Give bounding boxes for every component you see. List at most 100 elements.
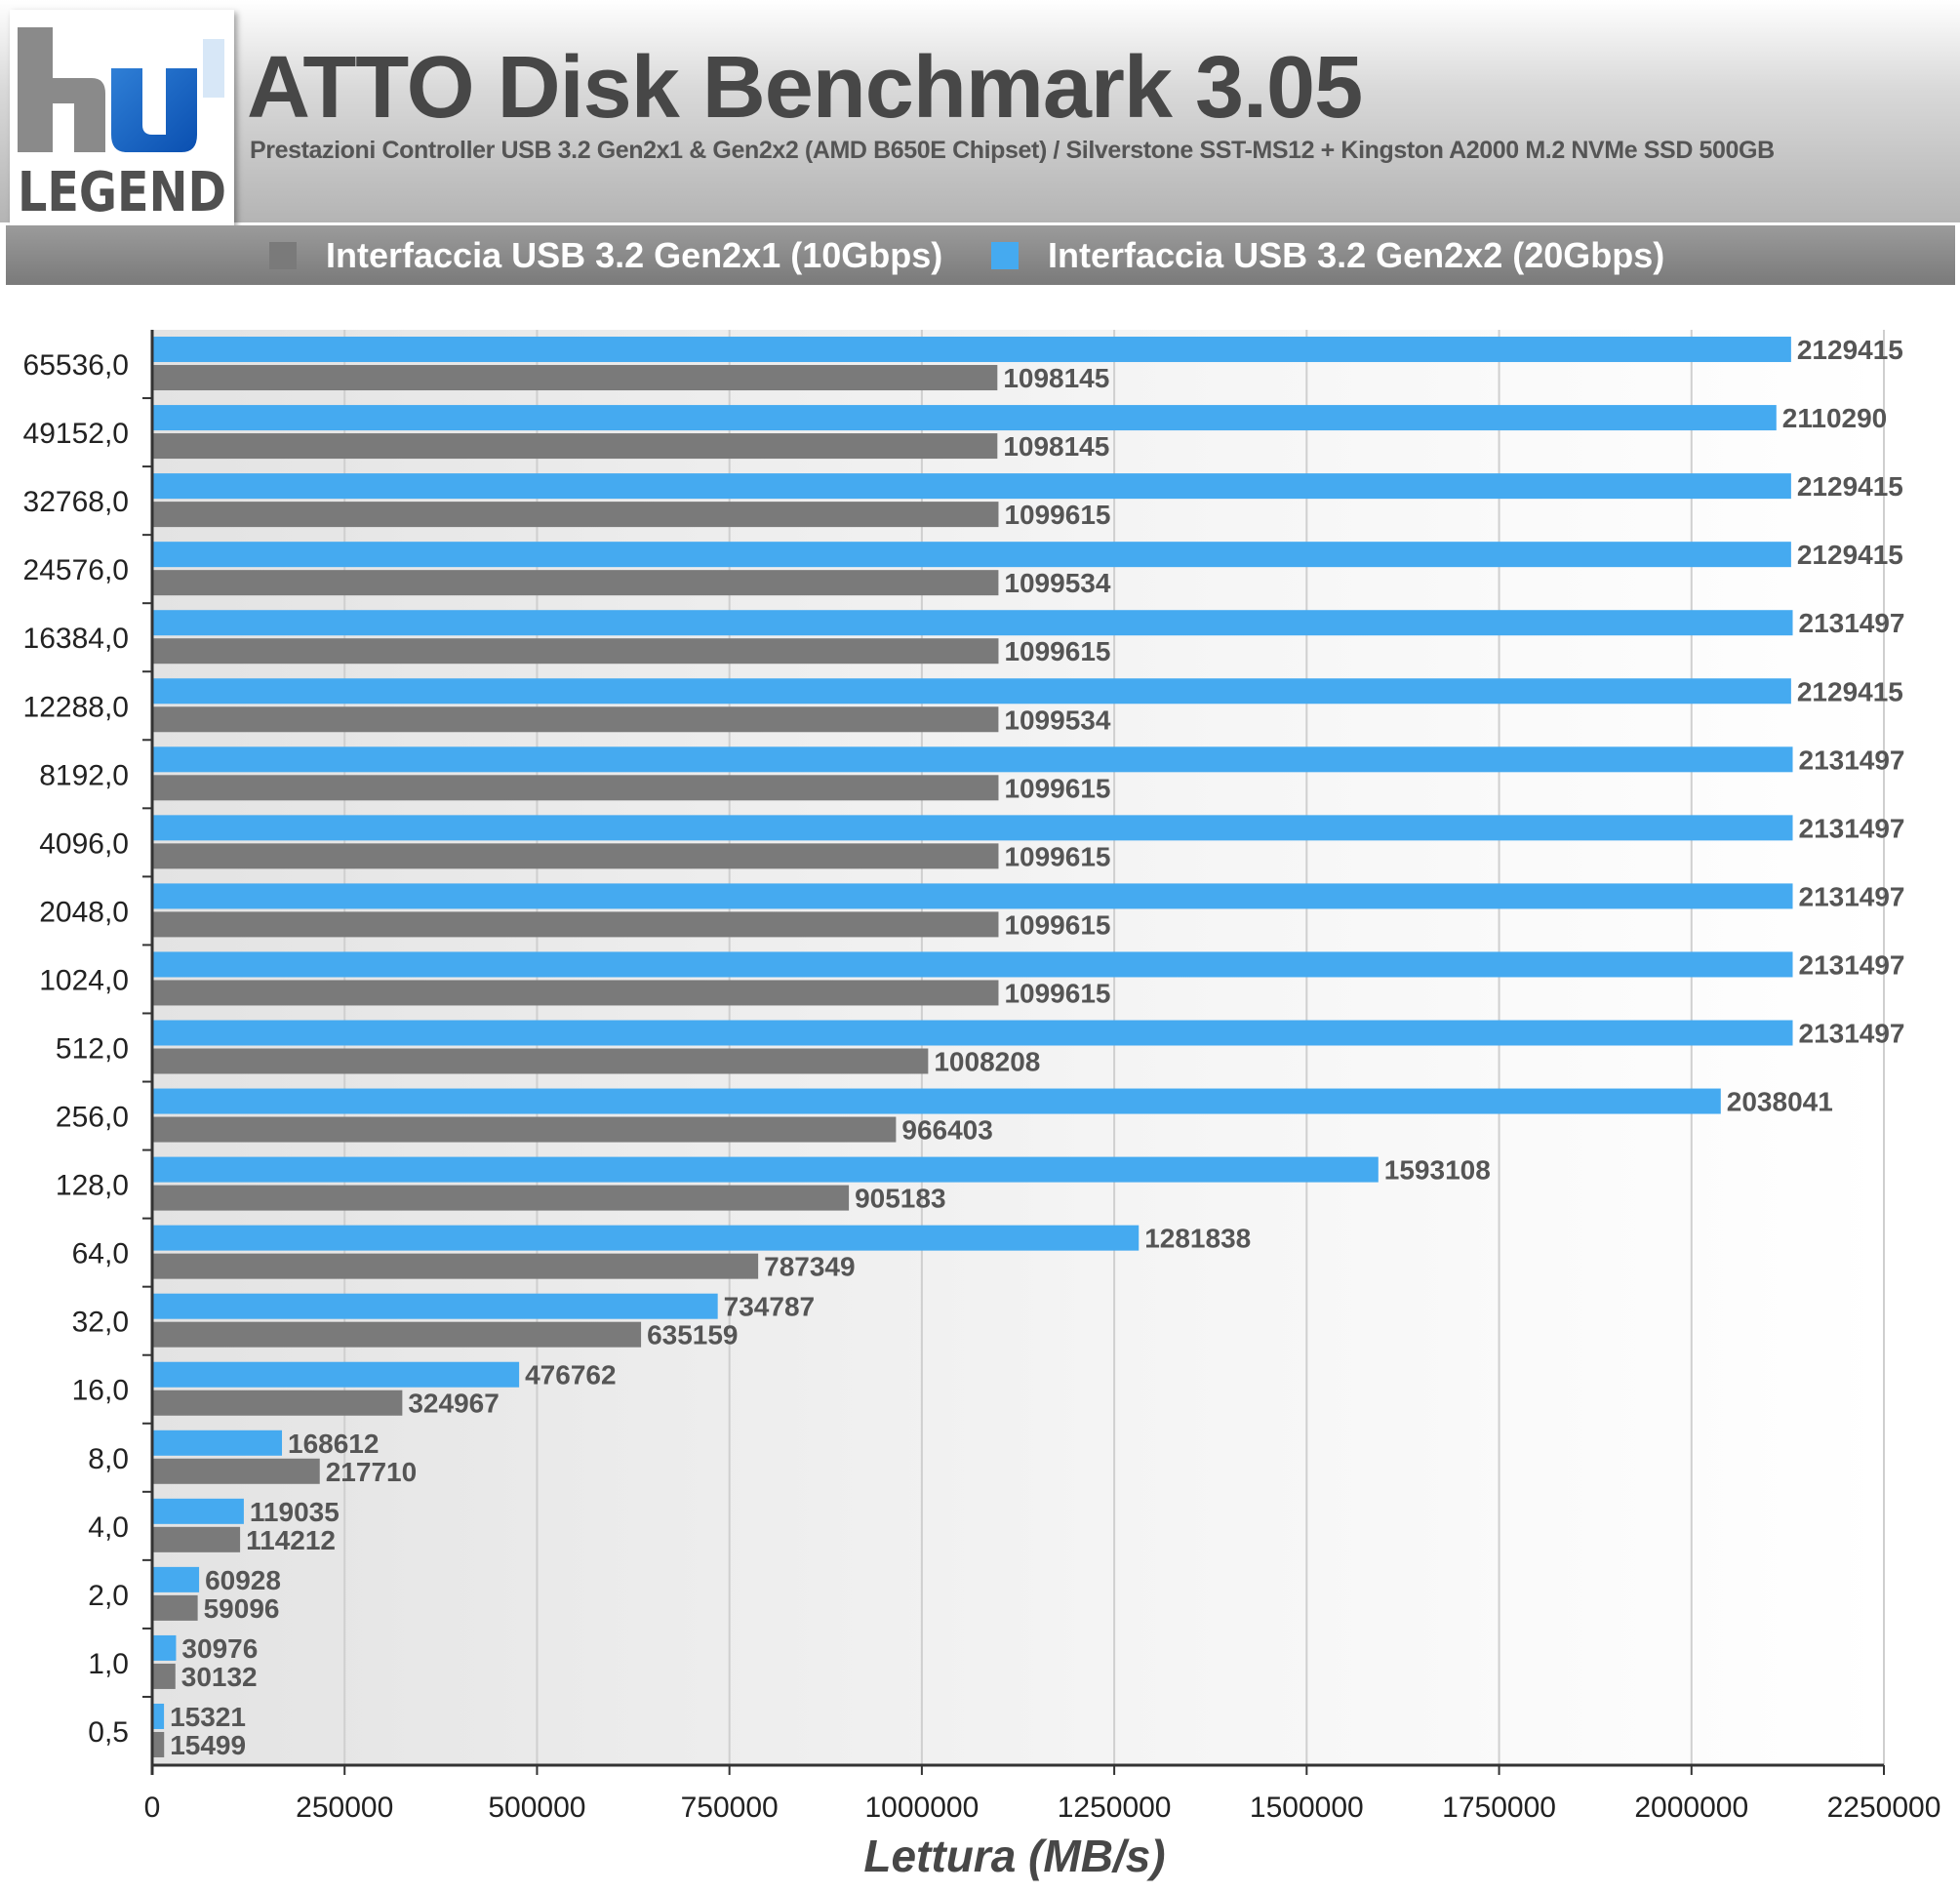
bar-gen2x1	[152, 365, 998, 391]
bar-gen2x2	[152, 1020, 1793, 1046]
y-tick-label: 65536,0	[23, 349, 129, 382]
bar-gen2x2	[152, 1566, 200, 1592]
data-label-gen2x1: 1098145	[1003, 363, 1109, 393]
hwlegend-logo: LEGEND	[10, 10, 234, 226]
x-tick-label: 500000	[488, 1792, 585, 1824]
data-label-gen2x1: 1099615	[1004, 909, 1110, 940]
data-label-gen2x1: 59096	[204, 1593, 280, 1624]
y-tick-label: 8192,0	[39, 759, 129, 791]
data-label-gen2x2: 1281838	[1144, 1224, 1251, 1254]
data-label-gen2x2: 119035	[250, 1497, 340, 1527]
data-label-gen2x1: 787349	[764, 1252, 855, 1282]
y-tick-label: 32,0	[72, 1307, 129, 1339]
y-tick-label: 8,0	[88, 1443, 129, 1475]
data-label-gen2x2: 2131497	[1799, 813, 1905, 843]
y-tick-label: 2048,0	[39, 896, 129, 928]
data-label-gen2x1: 114212	[246, 1525, 336, 1555]
bar-gen2x1	[152, 843, 999, 869]
bar-gen2x2	[152, 951, 1793, 978]
bar-gen2x2	[152, 337, 1791, 363]
y-tick-label: 2,0	[88, 1580, 129, 1612]
data-label-gen2x1: 1099534	[1004, 705, 1110, 735]
x-tick-label: 0	[144, 1792, 161, 1824]
bar-gen2x2	[152, 610, 1793, 636]
chart-header: LEGEND ATTO Disk Benchmark 3.05 Prestazi…	[0, 0, 1960, 229]
legend-label-gen2x2: Interfaccia USB 3.2 Gen2x2 (20Gbps)	[1048, 234, 1665, 275]
bar-gen2x1	[152, 1390, 403, 1416]
data-label-gen2x2: 2131497	[1799, 745, 1905, 775]
logo-legend-text: LEGEND	[18, 161, 226, 224]
bar-gen2x1	[152, 775, 999, 801]
data-label-gen2x2: 15321	[170, 1702, 246, 1732]
data-label-gen2x2: 2110290	[1782, 403, 1887, 433]
data-label-gen2x1: 1099615	[1004, 636, 1110, 666]
grid-lines	[343, 330, 1885, 1765]
data-label-gen2x1: 635159	[647, 1320, 738, 1350]
data-label-gen2x1: 1008208	[934, 1047, 1040, 1077]
data-label-gen2x2: 2129415	[1797, 335, 1903, 365]
data-label-gen2x1: 15499	[170, 1730, 246, 1760]
data-label-gen2x2: 2131497	[1799, 881, 1905, 911]
bar-gen2x1	[152, 638, 999, 665]
data-label-gen2x2: 60928	[205, 1565, 281, 1595]
bar-gen2x1	[152, 1731, 165, 1757]
bar-gen2x1	[152, 1048, 929, 1074]
x-tick-label: 1750000	[1442, 1792, 1556, 1824]
y-tick-label: 16,0	[72, 1375, 129, 1407]
bar-gen2x2	[152, 1293, 718, 1319]
y-tick-label: 49152,0	[23, 418, 129, 450]
y-tick-label: 4,0	[88, 1511, 129, 1544]
plot-area	[152, 330, 1884, 1765]
data-label-gen2x2: 2131497	[1799, 608, 1905, 638]
data-label-gen2x2: 476762	[525, 1360, 616, 1390]
legend-swatch-gen2x1	[269, 241, 297, 269]
bar-gen2x1	[152, 1458, 320, 1484]
data-label-gen2x2: 1593108	[1384, 1155, 1491, 1186]
data-label-gen2x1: 1099615	[1004, 978, 1110, 1008]
y-tick-label: 4096,0	[39, 827, 129, 860]
data-label-gen2x1: 1099615	[1004, 841, 1110, 871]
data-label-gen2x2: 2129415	[1797, 676, 1903, 706]
data-labels-layer: 2129415 1098145 2110290 1098145 2129415 10996…	[170, 335, 1904, 1760]
x-tick-label: 1250000	[1058, 1792, 1172, 1824]
data-label-gen2x1: 1099534	[1004, 568, 1110, 598]
header-background	[0, 0, 1960, 222]
legend-label-gen2x1: Interfaccia USB 3.2 Gen2x1 (10Gbps)	[326, 234, 943, 275]
chart-subtitle: Prestazioni Controller USB 3.2 Gen2x1 & …	[250, 137, 1775, 164]
data-label-gen2x1: 30132	[181, 1662, 258, 1692]
bar-gen2x1	[152, 1185, 850, 1211]
data-label-gen2x2: 2129415	[1797, 471, 1903, 502]
x-axis-title: Lettura (MB/s)	[863, 1831, 1165, 1881]
x-tick-label: 1500000	[1250, 1792, 1364, 1824]
bar-gen2x2	[152, 1361, 520, 1388]
data-label-gen2x1: 1099615	[1004, 500, 1110, 530]
bar-gen2x1	[152, 911, 999, 938]
data-label-gen2x2: 2131497	[1799, 949, 1905, 980]
bar-gen2x2	[152, 678, 1791, 705]
bar-gen2x1	[152, 1594, 198, 1621]
bar-gen2x2	[152, 1156, 1379, 1183]
data-label-gen2x1: 905183	[855, 1184, 945, 1214]
x-tick-label: 750000	[681, 1792, 779, 1824]
bar-gen2x1	[152, 706, 999, 733]
bar-gen2x1	[152, 980, 999, 1006]
data-label-gen2x1: 966403	[901, 1115, 992, 1146]
axes-layer: 0 250000 500000 750000 1000000 1250000 1500000…	[23, 330, 1940, 1824]
data-label-gen2x2: 2129415	[1797, 540, 1903, 570]
y-tick-label: 1024,0	[39, 964, 129, 996]
bar-gen2x1	[152, 1116, 897, 1143]
y-tick-label: 64,0	[72, 1238, 129, 1270]
data-label-gen2x1: 217710	[326, 1457, 417, 1487]
x-tick-label: 1000000	[864, 1792, 979, 1824]
bar-gen2x1	[152, 570, 999, 596]
bar-gen2x2	[152, 1430, 283, 1456]
bar-gen2x2	[152, 405, 1777, 431]
data-label-gen2x2: 734787	[724, 1292, 815, 1322]
bar-gen2x2	[152, 1225, 1140, 1251]
bar-gen2x2	[152, 473, 1791, 500]
x-tick-label: 2000000	[1634, 1792, 1748, 1824]
data-label-gen2x2: 2131497	[1799, 1019, 1905, 1049]
data-label-gen2x2: 2038041	[1727, 1087, 1833, 1117]
bar-gen2x2	[152, 1088, 1721, 1114]
